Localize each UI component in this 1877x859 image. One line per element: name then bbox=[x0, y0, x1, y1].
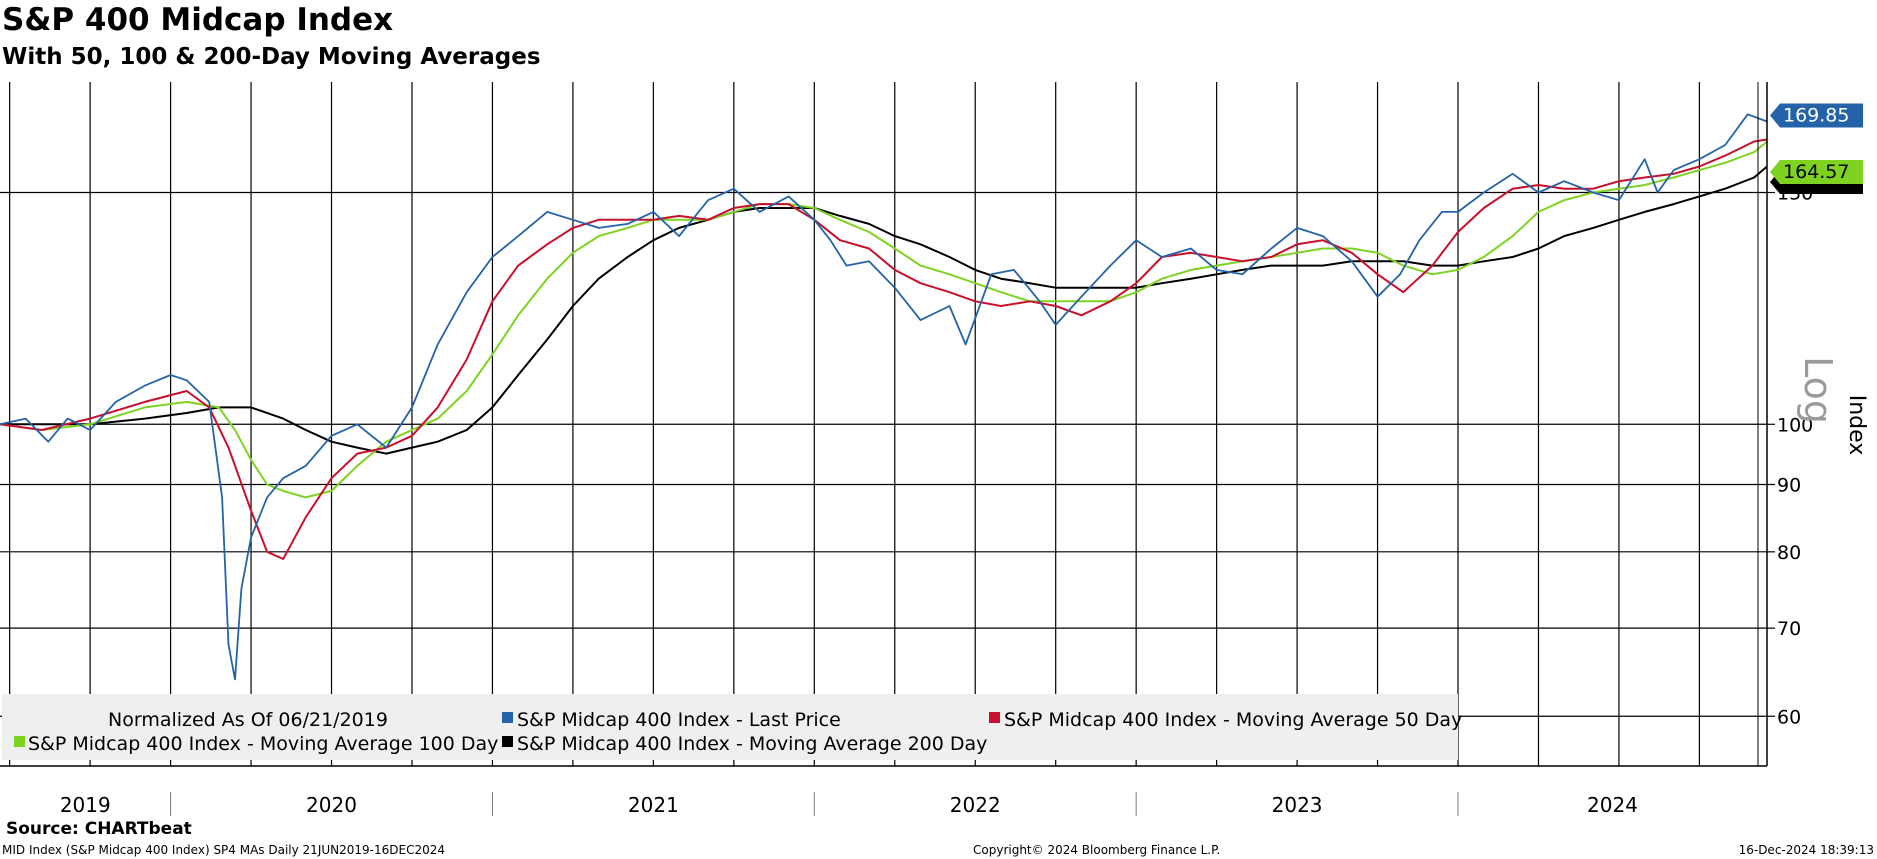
y-axis-ticks: 60708090100150 bbox=[1767, 183, 1813, 728]
source-note: Source: CHARTbeat bbox=[6, 819, 192, 839]
legend-swatch-ma200 bbox=[502, 736, 513, 747]
legend-label-ma100: S&P Midcap 400 Index - Moving Average 10… bbox=[28, 733, 498, 755]
y-tick-label: 90 bbox=[1777, 475, 1801, 497]
legend-label-ma50: S&P Midcap 400 Index - Moving Average 50… bbox=[1004, 709, 1462, 731]
x-tick-label: 2022 bbox=[950, 793, 1001, 817]
legend-swatch-price bbox=[502, 712, 513, 723]
chart-subtitle: With 50, 100 & 200-Day Moving Averages bbox=[2, 44, 541, 70]
legend-label-ma200: S&P Midcap 400 Index - Moving Average 20… bbox=[517, 733, 987, 755]
legend-swatch-ma50 bbox=[989, 712, 1000, 723]
footer-series-info: MID Index (S&P Midcap 400 Index) SP4 MAs… bbox=[2, 843, 445, 857]
y-tick-label: 70 bbox=[1777, 618, 1801, 640]
series-line-ma100 bbox=[0, 140, 1768, 499]
legend-background bbox=[2, 694, 1458, 760]
legend-swatch-ma100 bbox=[14, 736, 25, 747]
y-tick-label: 60 bbox=[1777, 706, 1801, 728]
x-tick-label: 2020 bbox=[306, 793, 357, 817]
series-layer bbox=[0, 113, 1768, 681]
footer-timestamp: 16-Dec-2024 18:39:13 bbox=[1738, 843, 1874, 857]
y-tick-label: 80 bbox=[1777, 542, 1801, 564]
series-line-ma50 bbox=[0, 138, 1768, 560]
x-axis-ticks: 2019 2020 2021 2022 2023 2024 bbox=[60, 792, 1638, 817]
x-tick-label: 2023 bbox=[1272, 793, 1323, 817]
legend-label-price: S&P Midcap 400 Index - Last Price bbox=[517, 709, 841, 731]
x-tick-label: 2024 bbox=[1587, 793, 1638, 817]
y-axis-label: Index bbox=[1844, 395, 1869, 456]
chart-title: S&P 400 Midcap Index bbox=[2, 2, 394, 38]
legend-normalized-note: Normalized As Of 06/21/2019 bbox=[108, 709, 388, 731]
series-line-price bbox=[0, 113, 1768, 681]
footer-copyright: Copyright© 2024 Bloomberg Finance L.P. bbox=[973, 843, 1221, 857]
legend: Normalized As Of 06/21/2019 S&P Midcap 4… bbox=[2, 694, 1462, 760]
last-value-tag-price bbox=[1770, 103, 1863, 128]
y-tick-label: 100 bbox=[1777, 414, 1813, 436]
last-value-label-price: 169.85 bbox=[1783, 104, 1849, 126]
x-tick-label: 2019 bbox=[60, 793, 111, 817]
x-tick-label: 2021 bbox=[628, 793, 679, 817]
scale-label: Log bbox=[1796, 356, 1840, 424]
last-value-label-ma50: 164.57 bbox=[1783, 161, 1849, 183]
last-value-tag-ma50 bbox=[1770, 160, 1863, 184]
